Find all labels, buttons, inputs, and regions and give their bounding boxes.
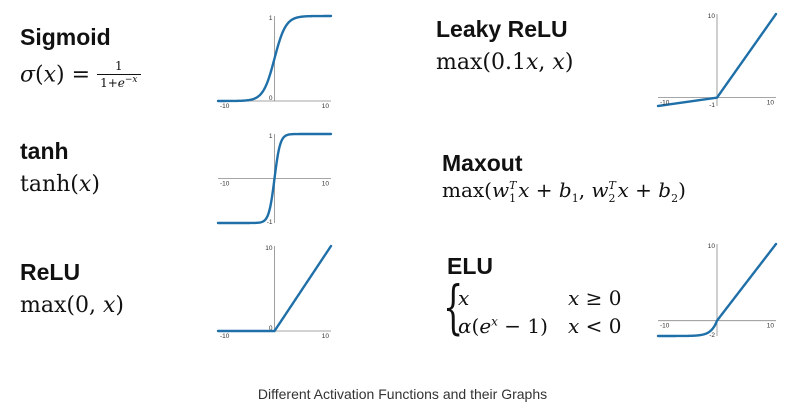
elu-case1-expr: x (458, 286, 470, 310)
x-tick-label-min: -10 (660, 100, 670, 107)
elu-case2-expr: α(ex − 1) (458, 314, 548, 338)
elu-case1-cond: x ≥ 0 (568, 286, 622, 310)
y-tick-label-max: 10 (265, 245, 273, 252)
activation-curve (216, 14, 333, 103)
x-tick-label-max: 10 (322, 181, 330, 188)
y-tick-label-max: 10 (708, 13, 716, 20)
y-tick-label-min: -1 (709, 102, 715, 109)
tanh-title: tanh (20, 138, 69, 164)
activation-curve (656, 242, 778, 338)
sigmoid-formula-lhs: σ(x) = (20, 62, 91, 88)
tanh-formula: tanh(x) (20, 172, 100, 197)
activation-curve (216, 132, 333, 225)
y-tick-label-origin: 0 (269, 325, 273, 332)
y-tick-label-max: 1 (269, 133, 273, 140)
figure-caption: Different Activation Functions and their… (257, 386, 548, 402)
brace-glyph: { (443, 273, 464, 341)
tanh-graph: -10 10 1 -1 (216, 132, 333, 226)
activation-curve (656, 12, 778, 108)
leaky-relu-graph: -10 10 10 -1 (656, 12, 778, 109)
x-tick-label-min: -10 (220, 103, 230, 110)
sigmoid-fraction: 1 1+e−x (97, 59, 141, 91)
x-tick-label-max: 10 (767, 100, 775, 107)
x-tick-label-max: 10 (322, 333, 330, 340)
y-tick-label-origin: 0 (269, 95, 273, 102)
x-tick-label-min: -10 (660, 323, 670, 330)
x-tick-label-max: 10 (322, 103, 330, 110)
sigmoid-formula: σ(x) = 1 1+e−x (20, 59, 141, 91)
activation-curve (216, 244, 333, 333)
y-tick-label-min: -1 (267, 219, 273, 226)
elu-case2-cond: x < 0 (568, 314, 622, 338)
relu-formula: max(0, x) (20, 293, 124, 318)
leaky-relu-title: Leaky ReLU (436, 16, 568, 42)
y-tick-label-min: -2 (709, 332, 715, 339)
x-tick-label-min: -10 (220, 333, 230, 340)
sigmoid-denominator: 1+e−x (100, 74, 138, 90)
leaky-relu-formula: max(0.1x, x) (436, 50, 574, 75)
relu-graph: -10 10 10 0 (216, 244, 333, 340)
maxout-title: Maxout (442, 150, 523, 176)
y-tick-label-max: 10 (708, 243, 716, 250)
elu-formula: { x x ≥ 0 α(ex − 1) x < 0 (443, 278, 643, 344)
relu-title: ReLU (20, 259, 81, 285)
elu-title: ELU (447, 253, 493, 279)
y-tick-label-max: 1 (269, 15, 273, 22)
sigmoid-numerator: 1 (97, 59, 141, 75)
x-tick-label-max: 10 (767, 323, 775, 330)
x-tick-label-min: -10 (220, 181, 230, 188)
elu-graph: -10 10 10 -2 (656, 242, 778, 339)
sigmoid-title: Sigmoid (20, 24, 111, 50)
